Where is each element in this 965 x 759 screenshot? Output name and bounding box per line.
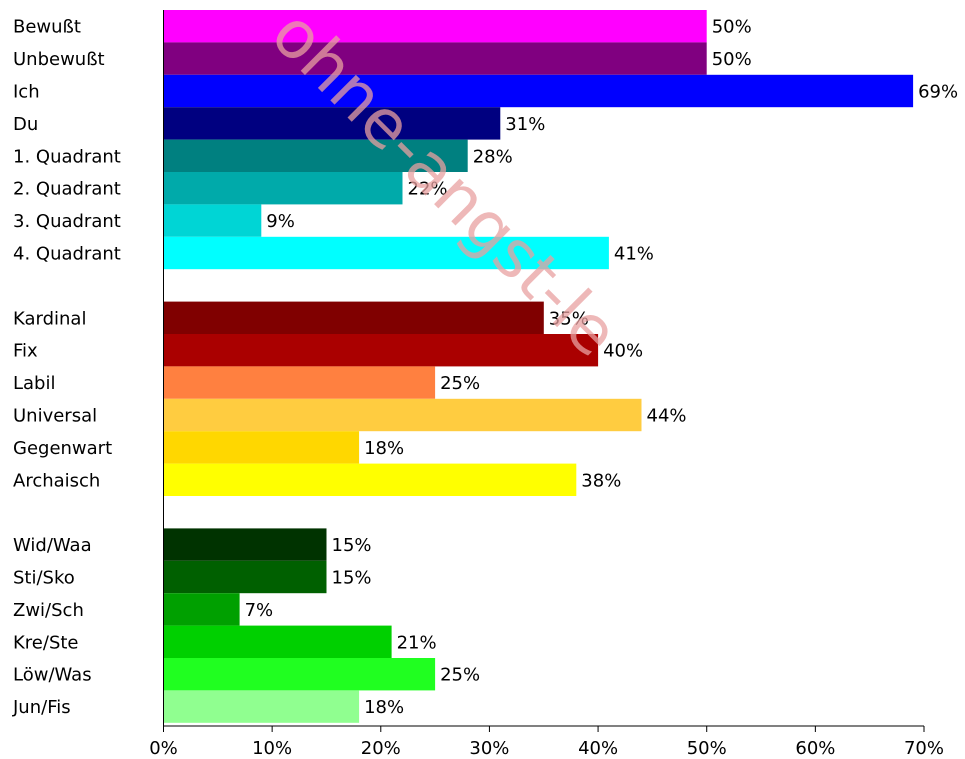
- data-label: 25%: [440, 373, 480, 394]
- data-label: 22%: [408, 179, 448, 200]
- category-label: Sti/Sko: [13, 568, 75, 589]
- bar: [163, 172, 403, 205]
- category-label: Unbewußt: [13, 49, 105, 70]
- category-label: 1. Quadrant: [13, 146, 121, 167]
- data-label: 28%: [473, 146, 513, 167]
- bar: [163, 139, 468, 172]
- category-label: Universal: [13, 406, 97, 427]
- bar: [163, 593, 240, 626]
- category-label: Ich: [13, 82, 40, 103]
- bar: [163, 204, 262, 237]
- data-label: 38%: [581, 470, 621, 491]
- bar: [163, 236, 609, 270]
- category-label: 3. Quadrant: [13, 211, 121, 232]
- data-label: 50%: [712, 49, 752, 70]
- data-label: 40%: [603, 341, 643, 362]
- bar: [163, 366, 436, 399]
- category-label: Löw/Was: [13, 665, 92, 686]
- data-label: 9%: [266, 211, 295, 232]
- x-tick-label: 0%: [149, 738, 178, 759]
- x-tick-label: 70%: [904, 738, 944, 759]
- x-tick-label: 10%: [252, 738, 292, 759]
- category-label: Archaisch: [13, 470, 100, 491]
- data-label: 21%: [397, 632, 437, 653]
- category-label: 2. Quadrant: [13, 179, 121, 200]
- data-label: 18%: [364, 438, 404, 459]
- x-tick-label: 30%: [469, 738, 509, 759]
- bar: [163, 107, 501, 140]
- category-label: Kre/Ste: [13, 632, 79, 653]
- category-label: Fix: [13, 341, 38, 362]
- x-tick-label: 40%: [578, 738, 618, 759]
- data-label: 50%: [712, 17, 752, 38]
- data-label: 41%: [614, 244, 654, 265]
- bar: [163, 74, 914, 108]
- data-label: 18%: [364, 697, 404, 718]
- category-label: Bewußt: [13, 17, 81, 38]
- bar: [163, 658, 436, 691]
- category-label: Zwi/Sch: [13, 600, 84, 621]
- category-label: Kardinal: [13, 308, 86, 329]
- category-label: Gegenwart: [13, 438, 112, 459]
- data-label: 69%: [918, 82, 958, 103]
- category-label: Du: [13, 114, 38, 135]
- category-label: Wid/Waa: [13, 535, 92, 556]
- data-label: 31%: [505, 114, 545, 135]
- bar: [163, 301, 544, 334]
- data-label: 35%: [549, 308, 589, 329]
- bar: [163, 431, 360, 464]
- category-label: Jun/Fis: [12, 697, 71, 718]
- bar: [163, 42, 707, 75]
- category-label: Labil: [13, 373, 56, 394]
- bar: [163, 690, 360, 723]
- data-label: 7%: [245, 600, 274, 621]
- data-label: 25%: [440, 665, 480, 686]
- category-label: 4. Quadrant: [13, 244, 121, 265]
- bars-layer: [163, 10, 914, 723]
- labels-layer: Bewußt 50% Unbewußt 50% Ich 69% Du 31% 1. Quadra…: [12, 17, 958, 718]
- x-tick-label: 60%: [795, 738, 835, 759]
- bar: [163, 560, 327, 594]
- bar: [163, 10, 707, 43]
- x-tick-label: 50%: [687, 738, 727, 759]
- data-label: 44%: [647, 406, 687, 427]
- data-label: 15%: [332, 535, 372, 556]
- bar: [163, 398, 642, 432]
- bar: [163, 528, 327, 561]
- bar: [163, 625, 392, 658]
- x-tick-label: 20%: [361, 738, 401, 759]
- bar: [163, 463, 577, 496]
- bar: [163, 334, 599, 367]
- data-label: 15%: [332, 568, 372, 589]
